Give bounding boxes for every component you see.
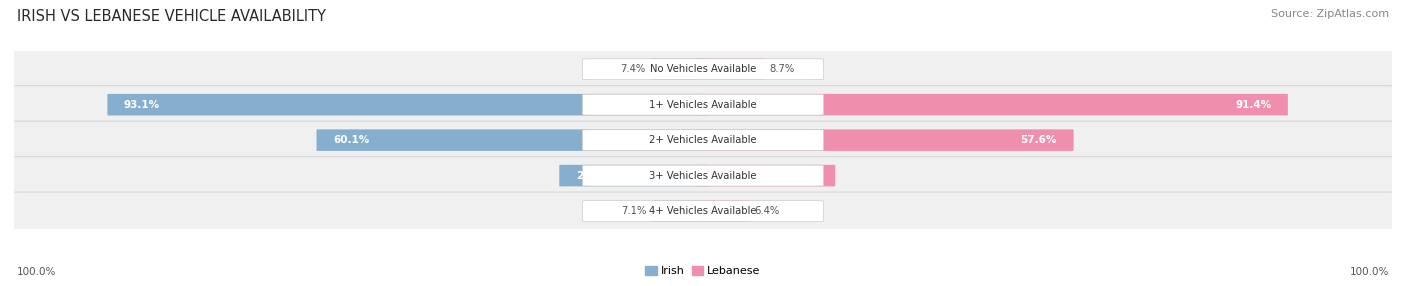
FancyBboxPatch shape bbox=[697, 129, 1074, 151]
Text: 93.1%: 93.1% bbox=[124, 100, 160, 110]
Text: 91.4%: 91.4% bbox=[1234, 100, 1271, 110]
FancyBboxPatch shape bbox=[316, 129, 709, 151]
Text: 7.4%: 7.4% bbox=[620, 64, 645, 74]
FancyBboxPatch shape bbox=[697, 165, 835, 186]
FancyBboxPatch shape bbox=[10, 192, 1396, 230]
FancyBboxPatch shape bbox=[582, 59, 824, 80]
Text: 20.0%: 20.0% bbox=[783, 171, 818, 180]
FancyBboxPatch shape bbox=[697, 58, 763, 80]
Text: 57.6%: 57.6% bbox=[1021, 135, 1057, 145]
Text: 3+ Vehicles Available: 3+ Vehicles Available bbox=[650, 171, 756, 180]
FancyBboxPatch shape bbox=[582, 165, 824, 186]
Legend: Irish, Lebanese: Irish, Lebanese bbox=[645, 267, 761, 277]
FancyBboxPatch shape bbox=[582, 200, 824, 222]
Text: 7.1%: 7.1% bbox=[621, 206, 647, 216]
Text: IRISH VS LEBANESE VEHICLE AVAILABILITY: IRISH VS LEBANESE VEHICLE AVAILABILITY bbox=[17, 9, 326, 23]
Text: 4+ Vehicles Available: 4+ Vehicles Available bbox=[650, 206, 756, 216]
FancyBboxPatch shape bbox=[582, 130, 824, 151]
FancyBboxPatch shape bbox=[10, 50, 1396, 88]
FancyBboxPatch shape bbox=[560, 165, 709, 186]
Text: No Vehicles Available: No Vehicles Available bbox=[650, 64, 756, 74]
Text: 60.1%: 60.1% bbox=[333, 135, 370, 145]
Text: 8.7%: 8.7% bbox=[769, 64, 794, 74]
FancyBboxPatch shape bbox=[10, 157, 1396, 194]
Text: 100.0%: 100.0% bbox=[1350, 267, 1389, 277]
FancyBboxPatch shape bbox=[651, 58, 709, 80]
FancyBboxPatch shape bbox=[107, 94, 709, 116]
Text: 100.0%: 100.0% bbox=[17, 267, 56, 277]
FancyBboxPatch shape bbox=[652, 200, 709, 222]
Text: 6.4%: 6.4% bbox=[755, 206, 780, 216]
FancyBboxPatch shape bbox=[582, 94, 824, 115]
Text: 21.8%: 21.8% bbox=[576, 171, 612, 180]
Text: 1+ Vehicles Available: 1+ Vehicles Available bbox=[650, 100, 756, 110]
FancyBboxPatch shape bbox=[697, 94, 1288, 116]
FancyBboxPatch shape bbox=[697, 200, 749, 222]
Text: Source: ZipAtlas.com: Source: ZipAtlas.com bbox=[1271, 9, 1389, 19]
Text: 2+ Vehicles Available: 2+ Vehicles Available bbox=[650, 135, 756, 145]
FancyBboxPatch shape bbox=[10, 86, 1396, 124]
FancyBboxPatch shape bbox=[10, 121, 1396, 159]
